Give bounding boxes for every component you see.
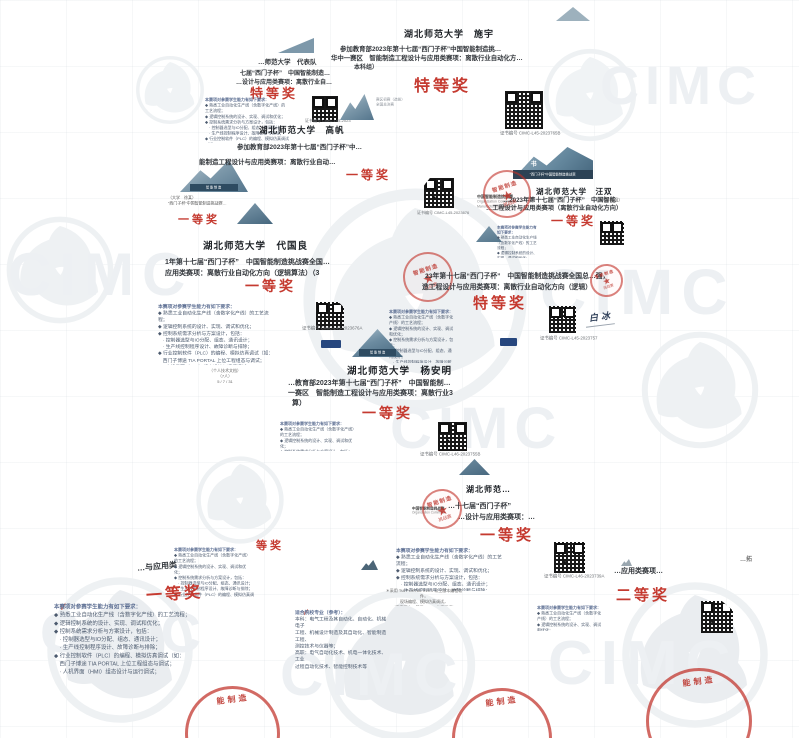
certificate-fragment: …应用类赛项…	[614, 568, 663, 575]
triangle-logo	[556, 7, 590, 21]
award-text-special-prize: 特等奖	[250, 86, 299, 101]
mountain-logo: 智能制造	[180, 160, 248, 192]
qr-code	[424, 178, 454, 208]
certificate-line: 一赛区 智能制造工程设计与应用类赛项：离散行业3	[288, 390, 453, 397]
pyramid-band-label: 智能制造	[369, 350, 386, 355]
sub-lines: （大学 徐某） “西门子杯”中国智能制造挑战赛…	[168, 195, 227, 206]
requirements-list: 本赛项对参赛学生能力有如下要求： ◆ 熟悉工业自动化生产线（含数字化产线）的工艺…	[389, 309, 454, 364]
award-text-first-prize: 一等奖	[178, 214, 220, 226]
requirements-list-large: 本赛项对参赛学生能力有如下要求： ◆ 熟悉工业自动化生产线（含数字化产线）的工艺…	[54, 603, 191, 675]
qr-label: 证书编号 CIMC-L46-2023739A	[544, 573, 605, 579]
university-name: 湖北师范大学 代国良	[203, 241, 309, 252]
banner-title: 证 书	[519, 162, 539, 168]
university-name: 湖北师范大学 杨安明	[347, 366, 453, 377]
certificate-fragment: …拓	[740, 557, 753, 563]
award-text-partial: 等奖	[256, 540, 284, 552]
certificate-line: 应用类赛项：离散行业自动化方向（逻辑算法）（3	[165, 270, 320, 277]
university-name: 湖北师范大学 施宇	[404, 29, 495, 39]
requirements-list: 本赛项对参赛学生能力有如下要求： ◆ 熟悉工业自动化生产线（含数字化产线）的工艺…	[205, 97, 289, 144]
certificate-line: 造工程设计与应用类赛项：离散行业自动化方向（逻辑）	[422, 284, 592, 291]
qr-code	[549, 306, 576, 333]
qr-code	[600, 221, 624, 245]
university-name: 湖北师范大学 高帆	[259, 125, 345, 135]
school-list: 适合院校专业（参考）： 本科：电气工程及其自动化、自动化、机械电子 工程、机械设计…	[295, 609, 387, 669]
seal-arc-text: 能制造	[215, 693, 250, 706]
qr-code	[316, 302, 344, 330]
tail-lines: （个人技术文档） （7人） 5 / 7 / 31	[209, 368, 241, 385]
certificate-line: 华中一赛区 智能制造工程设计与应用类赛项：离散行业自动化方…	[331, 55, 523, 62]
blue-badge	[500, 338, 517, 346]
certificate-banner: 证 书 “西门子杯”中国智能制造挑战赛	[513, 147, 593, 179]
certificate-line: 算）	[292, 400, 306, 407]
watermark-letters: CIMC	[8, 241, 194, 308]
award-text-second-prize: 二等奖	[616, 587, 671, 604]
award-text-first-prize: 一等奖	[245, 278, 296, 294]
triangle-logo	[459, 459, 490, 475]
qr-code	[438, 422, 467, 451]
qr-code	[554, 542, 585, 573]
qr-label: 证书编号 CIMC-L45-2023765B	[500, 130, 561, 136]
certificate-line: …2023年第十七届“西门子杯” 中国智能	[503, 197, 616, 204]
certificate-line: 参加教育部2023年第十七届“西门子杯”中国智能制造挑…	[340, 46, 502, 53]
award-text-first-prize: 一等奖	[551, 214, 597, 228]
seal-arc-text: 能制造	[682, 675, 716, 688]
requirements-list: 本赛项对参赛学生能力有如下要求： ◆ 熟悉工业自动化生产线（含数字化产线）的工艺…	[174, 547, 254, 597]
qr-label: 证书编号 CIMC-L45-2023676A	[302, 325, 363, 331]
requirements-list: 本赛项对参赛学生能力有如下要求： ◆ 熟悉工业自动化生产线（含数字化产线）的工艺…	[396, 547, 502, 591]
organizer-text: 中国智能制造挑战赛 Organization Committee Manufac…	[477, 194, 516, 209]
university-name: 湖北师范大学 汪双	[536, 187, 613, 196]
requirements-list: 本赛项对参赛学生能力有如下要求： ◆ 熟悉工业自动化生产线（含数字化产线）的工艺…	[497, 225, 537, 258]
team-name: …师范大学 代表队	[258, 59, 317, 66]
mountain-icon	[621, 559, 632, 566]
watermark-letters: CIMC	[280, 641, 466, 708]
requirements-list: 本赛项对参赛学生能力有如下要求： ◆ 熟悉工业自动化生产线（含数字化产线）的工艺…	[280, 421, 357, 452]
qr-label: 证书编号 CIMC-L45-2023	[305, 118, 351, 124]
group-label: …）（本科组）	[594, 197, 623, 203]
award-text-special-prize: 特等奖	[473, 295, 528, 312]
stage-labels: 赛区初赛（选拔） 全国总决赛	[376, 97, 405, 107]
software-note-lines: ＊采用 TIA PORTAL V15.1 以上版本编程软件， 现场编程、模拟仿真调…	[385, 588, 463, 607]
triangle-logo	[278, 38, 314, 53]
qr-label: 证书编号 CIMC-L45-2023757	[540, 335, 598, 341]
award-text-first-prize: 一等奖	[480, 527, 535, 544]
mountain-icon	[361, 560, 378, 570]
organizer-text: 中国智能制造挑战赛 Organization Committee	[412, 506, 446, 515]
triangle-logo	[476, 226, 502, 242]
certificate-line: 1年第十七届“西门子杯” 中国智能制造挑战赛全国…	[165, 259, 330, 266]
qr-code	[312, 96, 338, 122]
banner-subtitle: “西门子杯”中国智能制造挑战赛	[530, 172, 576, 177]
watermark-letters: CIMC	[390, 396, 563, 461]
award-text-first-prize: 一等奖	[145, 584, 204, 605]
certificate-line: …设计与应用类赛项：…	[458, 514, 535, 521]
university-name: 湖北师范…	[466, 485, 511, 494]
award-text-first-prize: 一等奖	[346, 168, 392, 182]
triangle-logo	[237, 203, 273, 224]
requirements-list: 本赛项对参赛学生能力有如下要求： ◆ 熟悉工业自动化生产线（含数字化产线）的工艺…	[537, 605, 602, 632]
pyramid-logo: 智能制造	[352, 329, 403, 357]
qr-label: 证书编号 CIMC-L46-2023755B	[420, 451, 481, 457]
qr-label: 证书编号 CIMC-L45-2023676	[417, 210, 470, 216]
certificate-line: …工程设计与应用类赛项（离散行业自动化方向）	[486, 205, 623, 212]
blue-badge	[321, 340, 341, 348]
certificate-line: 23年第十七届“西门子杯” 中国智能制造挑战赛全国总…强，	[425, 273, 610, 280]
seal-arc-text: 能制造	[485, 695, 519, 708]
certificate-line: 本科组）	[354, 65, 379, 71]
award-text-first-prize: 一等奖	[362, 405, 413, 421]
certificate-line: 参加教育部2023年第十七届“西门子杯”中…	[237, 144, 362, 151]
qr-code	[505, 91, 543, 129]
stage-pyramid-logo	[340, 94, 374, 120]
certificate-line: 七届“西门子杯” 中国智能制造…	[240, 71, 331, 77]
requirements-list: 本赛项对参赛学生能力有如下要求： ◆ 熟悉工业自动化生产线（含数字化产线）的工艺…	[158, 303, 274, 365]
watermark-letters: CIMC	[600, 56, 762, 116]
certificate-line: …十七届“西门子杯”	[448, 503, 511, 510]
watermark-letters: CIMC	[40, 601, 208, 664]
mountain-band-label: 智能制造	[206, 185, 222, 190]
certificate-line: 能制造工程设计与应用类赛项：离散行业自动…	[199, 159, 336, 166]
award-text-special-prize: 特等奖	[414, 78, 472, 95]
certificate-line: …设计与应用类赛项：离散行业自…	[236, 80, 333, 86]
certificate-line: …教育部2023年第十七届“西门子杯” 中国智能制…	[288, 380, 451, 387]
